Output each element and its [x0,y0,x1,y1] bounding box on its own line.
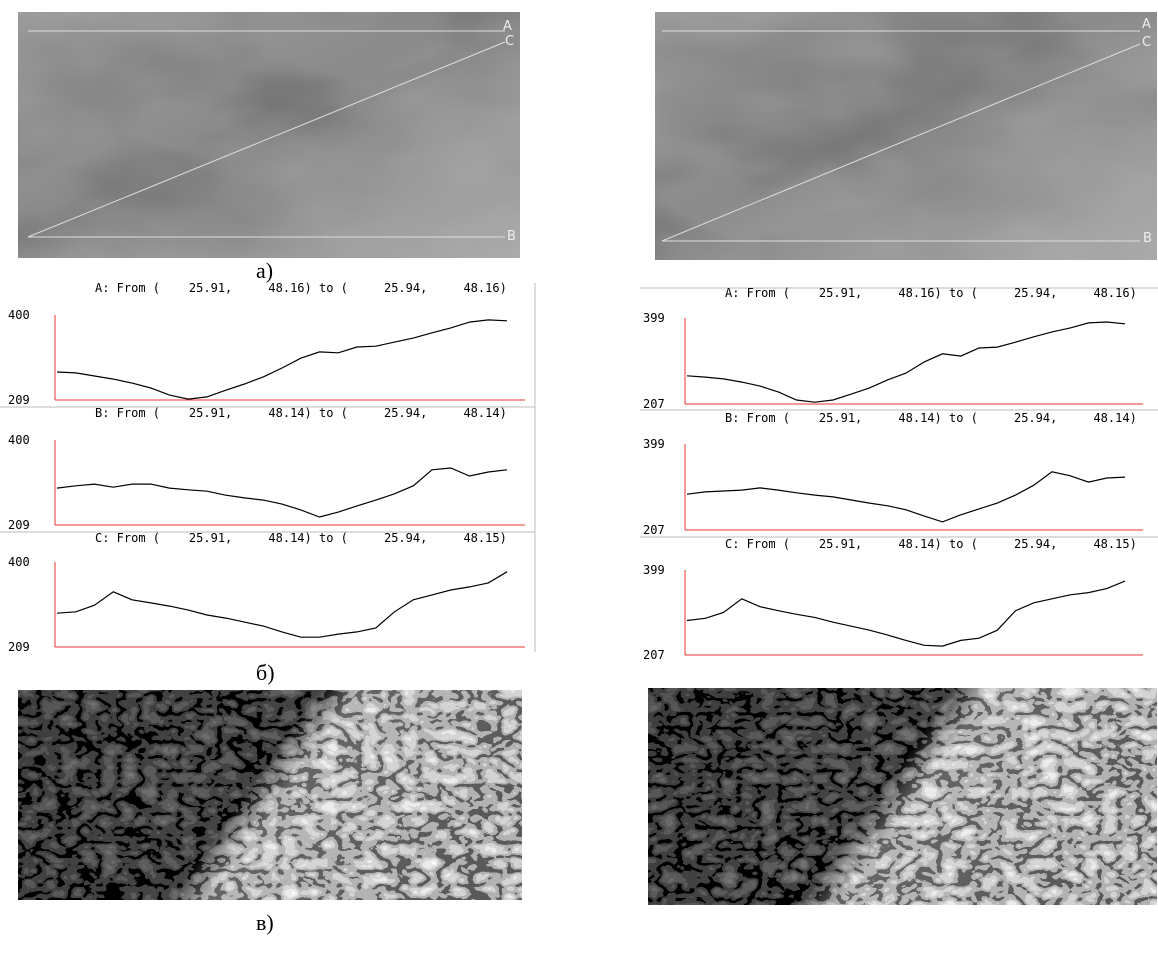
chart-title: B: From ( 25.91, 48.14) to ( 25.94, 48.1… [725,411,1137,425]
hillshade-right [648,688,1157,905]
map-right: A C B [655,12,1157,260]
line-label: C [1142,35,1151,50]
line-label: A [1142,17,1151,32]
panel-label: а) [256,258,273,283]
figure: A C B A C B а) A: From ( 25.91, 48.16) t… [0,0,1158,956]
line-label: B [1143,231,1152,246]
panel-label: б) [256,660,275,685]
profile-charts: A: From ( 25.91, 48.16) to ( 25.94, 48.1… [0,281,1158,662]
page: A C B A C B а) A: From ( 25.91, 48.16) t… [0,0,1158,956]
y-tick-label: 209 [8,393,30,407]
profile-line [687,322,1125,402]
profile-line [687,472,1125,522]
line-label: C [505,34,514,49]
panel-label: в) [256,910,274,935]
y-tick-label: 400 [8,433,30,447]
profile-line [687,581,1125,646]
profile-line [57,572,507,637]
y-tick-label: 399 [643,311,665,325]
chart-title: A: From ( 25.91, 48.16) to ( 25.94, 48.1… [725,286,1137,300]
profile-line [57,468,507,517]
line-label: A [503,19,512,34]
y-tick-label: 399 [643,563,665,577]
hillshade-left [18,690,522,900]
chart-title: B: From ( 25.91, 48.14) to ( 25.94, 48.1… [95,406,507,420]
chart-title: C: From ( 25.91, 48.14) to ( 25.94, 48.1… [725,537,1137,551]
chart-title: C: From ( 25.91, 48.14) to ( 25.94, 48.1… [95,531,507,545]
y-tick-label: 209 [8,518,30,532]
y-tick-label: 207 [643,523,665,537]
y-tick-label: 207 [643,397,665,411]
y-tick-label: 399 [643,437,665,451]
map-left: A C B [18,12,520,258]
profile-line [57,320,507,399]
chart-title: A: From ( 25.91, 48.16) to ( 25.94, 48.1… [95,281,507,295]
y-tick-label: 400 [8,308,30,322]
y-tick-label: 400 [8,555,30,569]
y-tick-label: 207 [643,648,665,662]
line-label: B [507,229,516,244]
y-tick-label: 209 [8,640,30,654]
